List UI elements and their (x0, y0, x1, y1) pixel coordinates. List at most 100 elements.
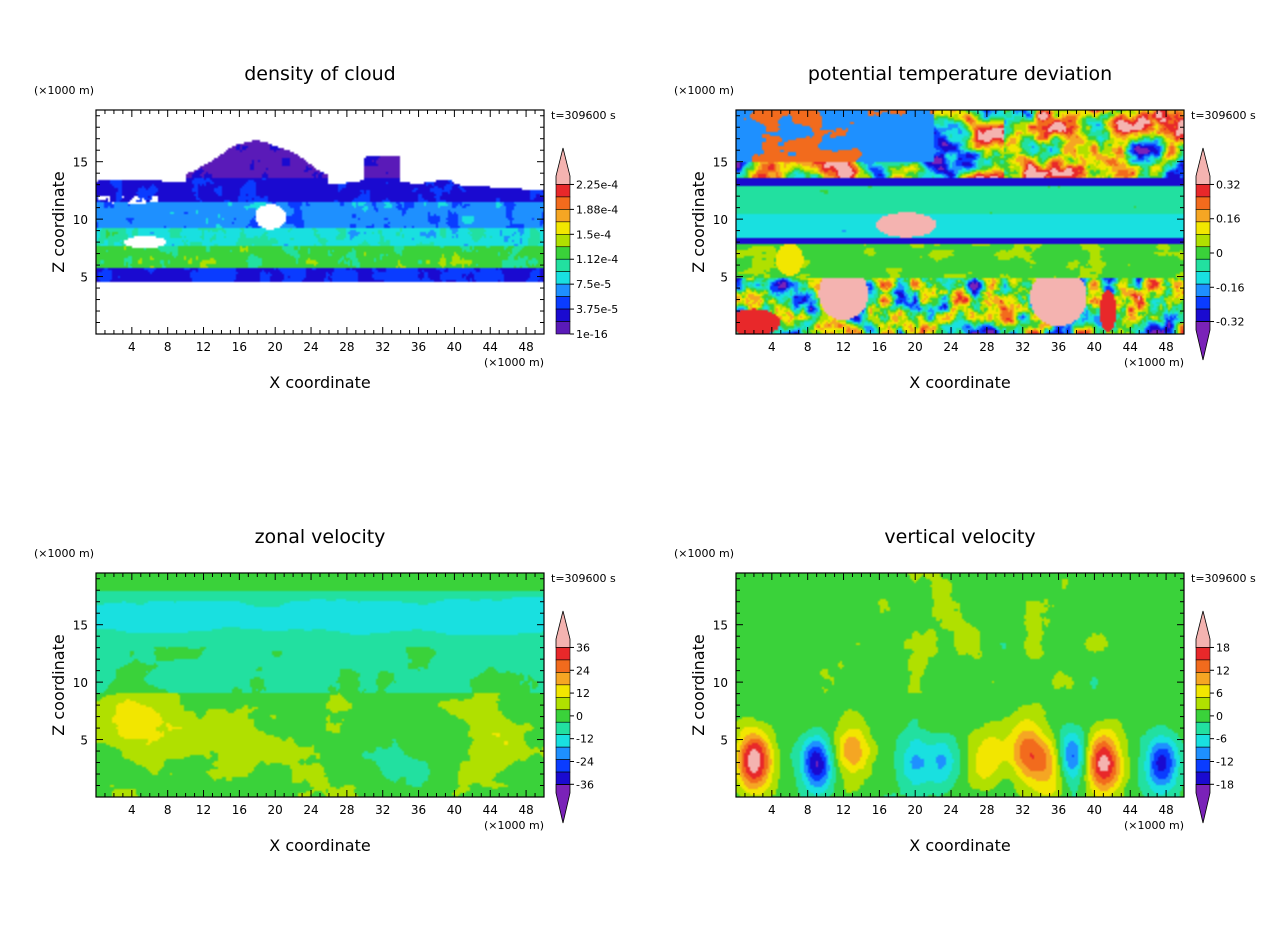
colorbar: 18 12 6 0 -6 -12 -18 (1195, 610, 1234, 824)
colorbar-label: 0.32 (1216, 178, 1241, 191)
y-unit-label: (×1000 m) (674, 84, 734, 97)
colorbar-extend-high (1195, 610, 1211, 648)
time-label: t=309600 s (1191, 109, 1256, 122)
x-tick-label: 8 (804, 803, 812, 817)
x-tick-label: 20 (908, 340, 923, 354)
x-unit-label: (×1000 m) (1124, 356, 1184, 369)
x-tick-label: 12 (836, 340, 851, 354)
colorbar-label: 6 (1216, 687, 1223, 700)
colorbar-label: 1.12e-4 (576, 253, 618, 266)
panel-cloud: density of cloud (×1000 m) t=309600 s (×100… (34, 63, 618, 392)
x-tick-label: 8 (164, 803, 172, 817)
colorbar-segment (555, 234, 571, 248)
colorbar-segment (1195, 308, 1211, 322)
x-tick-label: 40 (447, 340, 462, 354)
time-label: t=309600 s (1191, 572, 1256, 585)
contour-field (736, 573, 1184, 797)
x-tick-label: 24 (303, 340, 318, 354)
colorbar-segment (555, 697, 571, 711)
y-tick-label: 10 (713, 213, 728, 227)
x-tick-label: 36 (1051, 803, 1066, 817)
x-axis-label: X coordinate (909, 836, 1010, 855)
colorbar-segment (555, 296, 571, 310)
y-unit-label: (×1000 m) (674, 547, 734, 560)
colorbar-segment (1195, 734, 1211, 748)
colorbar-segment (1195, 684, 1211, 698)
colorbar-segment (1195, 759, 1211, 773)
x-tick-label: 4 (128, 340, 136, 354)
x-tick-label: 28 (979, 803, 994, 817)
y-tick-label: 15 (713, 156, 728, 170)
x-tick-label: 48 (1158, 803, 1173, 817)
colorbar-segment (1195, 659, 1211, 673)
chart-title: zonal velocity (255, 526, 386, 548)
time-label: t=309600 s (551, 572, 616, 585)
y-tick-label: 5 (80, 734, 88, 748)
colorbar-segment (555, 721, 571, 735)
y-tick-label: 10 (73, 213, 88, 227)
x-tick-label: 12 (196, 803, 211, 817)
y-unit-label: (×1000 m) (34, 84, 94, 97)
colorbar-segment (1195, 234, 1211, 248)
chart-title: vertical velocity (884, 526, 1035, 548)
x-tick-label: 20 (908, 803, 923, 817)
colorbar-label: -24 (576, 755, 594, 768)
time-label: t=309600 s (551, 109, 616, 122)
x-tick-label: 28 (979, 340, 994, 354)
colorbar-segment (1195, 721, 1211, 735)
colorbar-label: 36 (576, 641, 590, 654)
colorbar-label: 12 (1216, 664, 1230, 677)
colorbar-segment (555, 184, 571, 198)
colorbar-segment (555, 271, 571, 285)
x-tick-label: 44 (1123, 340, 1138, 354)
y-axis-label: Z coordinate (49, 171, 68, 272)
x-tick-label: 4 (768, 340, 776, 354)
contour-field (96, 110, 544, 334)
colorbar-segment (555, 684, 571, 698)
contour-field (736, 110, 1184, 334)
x-tick-label: 44 (483, 803, 498, 817)
y-tick-label: 15 (73, 156, 88, 170)
colorbar-extend-low (1195, 321, 1211, 361)
x-tick-label: 16 (232, 803, 247, 817)
y-tick-label: 15 (713, 619, 728, 633)
x-tick-label: 16 (872, 803, 887, 817)
x-unit-label: (×1000 m) (1124, 819, 1184, 832)
colorbar-segment (555, 221, 571, 235)
colorbar-extend-low (1195, 784, 1211, 824)
y-tick-label: 5 (720, 734, 728, 748)
x-unit-label: (×1000 m) (484, 819, 544, 832)
colorbar-segment (555, 308, 571, 322)
colorbar-segment (555, 209, 571, 223)
colorbar-segment (555, 709, 571, 723)
x-tick-label: 48 (518, 340, 533, 354)
y-unit-label: (×1000 m) (34, 547, 94, 560)
colorbar-segment (1195, 771, 1211, 785)
colorbar-extend-high (555, 610, 571, 648)
x-tick-label: 40 (447, 803, 462, 817)
colorbar-label: 1.5e-4 (576, 228, 611, 241)
x-tick-label: 36 (1051, 340, 1066, 354)
x-tick-label: 24 (943, 803, 958, 817)
colorbar-label: 12 (576, 687, 590, 700)
colorbar-label: 0 (576, 710, 583, 723)
x-tick-label: 24 (943, 340, 958, 354)
colorbar-segment (1195, 296, 1211, 310)
colorbar-label: -12 (576, 733, 594, 746)
colorbar-label: -12 (1216, 755, 1234, 768)
colorbar-label: 0 (1216, 247, 1223, 260)
x-tick-label: 32 (375, 340, 390, 354)
colorbar-segment (1195, 647, 1211, 661)
y-tick-label: 5 (720, 271, 728, 285)
x-tick-label: 20 (268, 340, 283, 354)
colorbar-segment (555, 746, 571, 760)
colorbar-segment (555, 672, 571, 686)
x-tick-label: 28 (339, 340, 354, 354)
colorbar-segment (1195, 184, 1211, 198)
x-tick-label: 48 (518, 803, 533, 817)
colorbar-segment (1195, 209, 1211, 223)
colorbar-segment (1195, 271, 1211, 285)
colorbar: 0.32 0.16 0 -0.16 -0.32 (1195, 147, 1244, 361)
x-tick-label: 40 (1087, 803, 1102, 817)
y-axis-label: Z coordinate (49, 634, 68, 735)
